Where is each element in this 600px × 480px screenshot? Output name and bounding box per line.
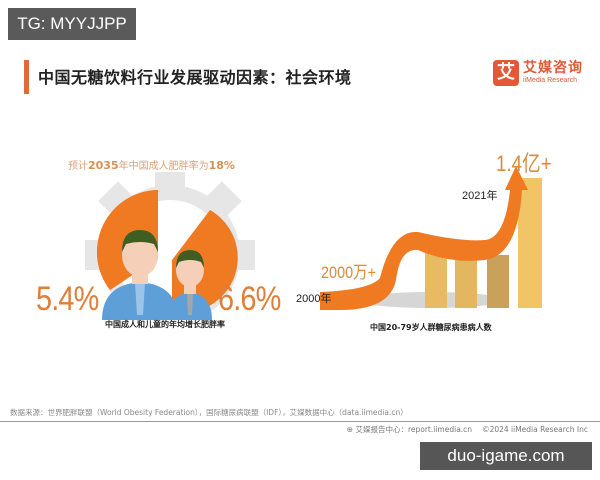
growth-arrow-icon (320, 166, 528, 310)
watermark-top: TG: MYYJJPP (8, 8, 136, 40)
globe-icon: ⊕ (346, 425, 354, 434)
logo-name-en: iiMedia Research (523, 77, 578, 84)
title-accent-bar (24, 60, 29, 94)
end-value: 1.4亿+ (496, 151, 552, 176)
logo-mark-icon: 艾 (493, 60, 519, 86)
logo-name-cn: 艾媒咨询 (523, 60, 583, 76)
obesity-forecast: 预计2035年中国成人肥胖率为18% (68, 159, 235, 172)
watermark-bottom: duo-igame.com (420, 442, 592, 470)
start-value: 2000万+ (321, 263, 377, 282)
data-source: 数据来源：世界肥胖联盟（World Obesity Federation），国际… (10, 408, 408, 417)
diabetes-caption: 中国20-79岁人群糖尿病患病人数 (370, 323, 492, 332)
end-year: 2021年 (462, 190, 498, 202)
bar-3 (487, 255, 509, 308)
bar-2 (455, 260, 477, 308)
child-person-icon (168, 250, 212, 320)
start-year: 2000年 (296, 293, 332, 305)
diabetes-growth-chart (320, 166, 542, 310)
child-obesity-rate: 6.6% (218, 280, 281, 318)
footer: ⊕ 艾媒报告中心：report.iimedia.cn ©2024 iiMedia… (347, 424, 588, 435)
bar-4 (518, 178, 542, 308)
adult-person-icon (102, 230, 178, 320)
obesity-caption: 中国成人和儿童的年均增长肥胖率 (105, 320, 225, 329)
page-title: 中国无糖饮料行业发展驱动因素：社会环境 (38, 68, 352, 87)
obesity-illustration (85, 172, 255, 320)
adult-obesity-rate: 5.4% (36, 280, 99, 318)
report-center-link[interactable]: ⊕ 艾媒报告中心：report.iimedia.cn (346, 425, 473, 434)
copyright: ©2024 iiMedia Research Inc (482, 425, 588, 434)
bar-1 (425, 250, 447, 308)
iimedia-logo: 艾 艾媒咨询 iiMedia Research (493, 60, 583, 86)
footer-divider (0, 421, 600, 422)
